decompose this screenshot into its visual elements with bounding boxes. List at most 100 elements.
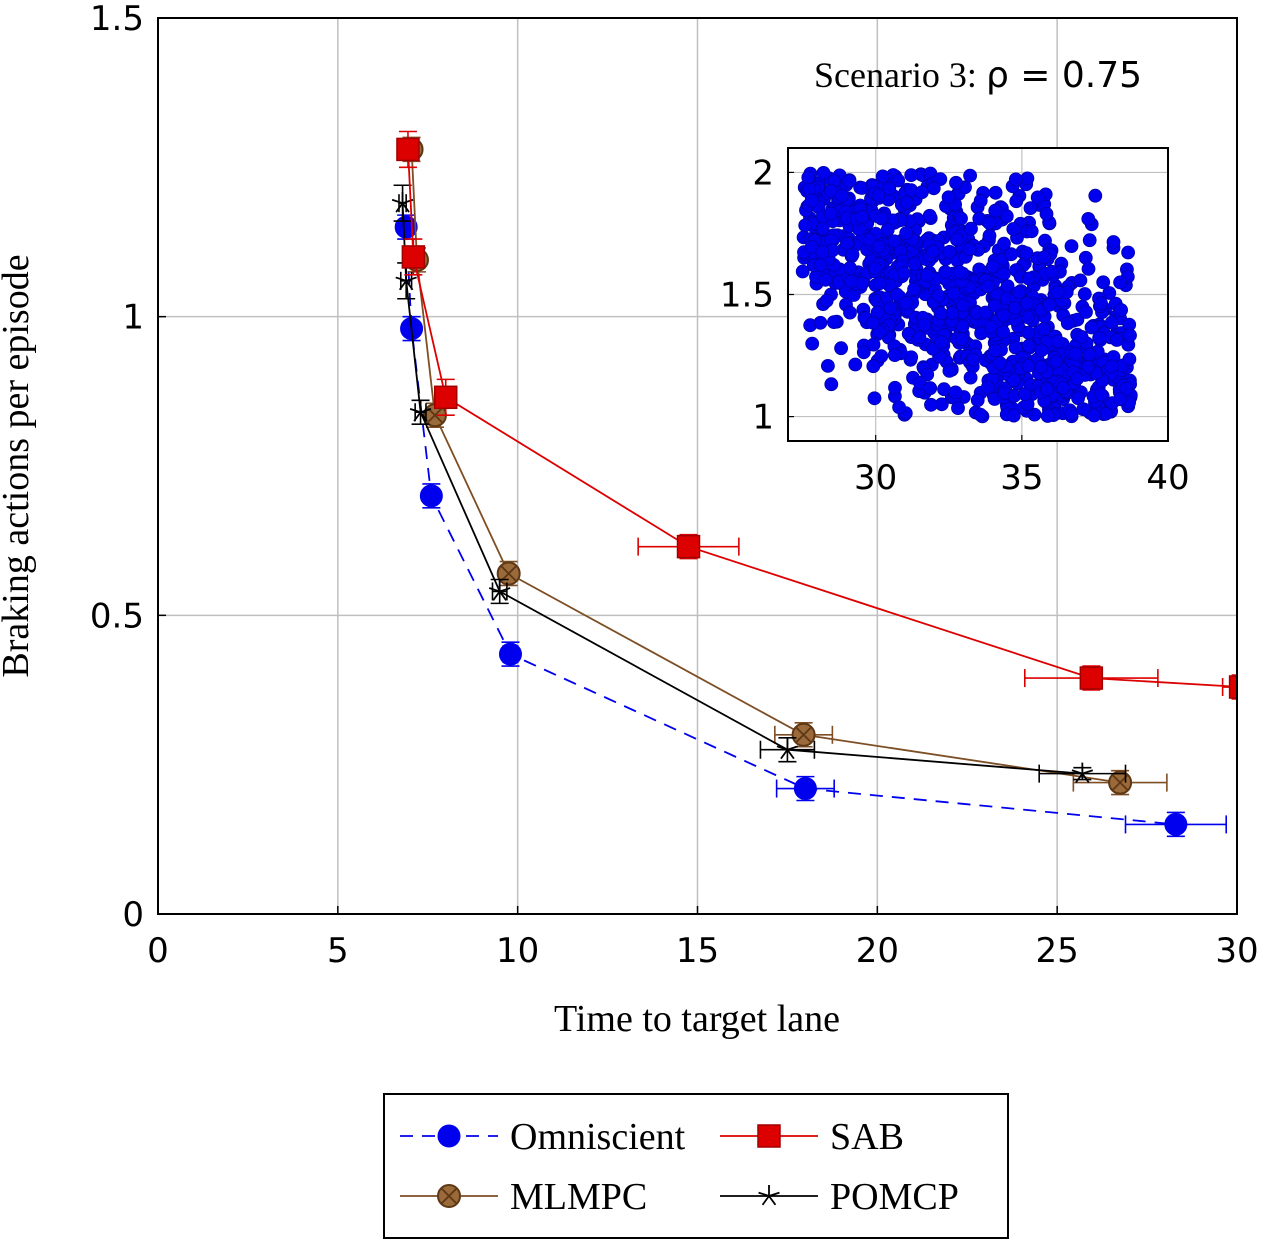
inset-scatter-point xyxy=(882,181,897,196)
inset-scatter-point xyxy=(1081,261,1096,276)
inset-scatter-point xyxy=(937,382,951,397)
series-line xyxy=(405,227,1176,826)
inset-scatter-point xyxy=(948,385,963,400)
inset-scatter-point xyxy=(1122,352,1137,367)
inset-scatter-point xyxy=(1030,190,1045,205)
inset-y-tick-label: 2 xyxy=(752,153,774,193)
inset-scatter-point xyxy=(955,298,970,313)
series-pomcp xyxy=(391,184,1127,784)
inset-scatter-point xyxy=(1040,382,1054,397)
inset-scatter-point xyxy=(997,266,1011,281)
star-marker xyxy=(488,580,511,601)
inset-scatter-point xyxy=(1039,206,1054,221)
inset-scatter-point xyxy=(805,336,820,351)
inset-scatter-point xyxy=(951,401,965,416)
inset-scatter-point xyxy=(988,203,1003,218)
inset-scatter-point xyxy=(996,324,1010,339)
inset-scatter-point xyxy=(804,193,819,208)
circle-marker xyxy=(394,215,418,239)
inset-scatter-point xyxy=(1020,296,1034,311)
inset-scatter-point xyxy=(987,298,1002,313)
inset-scatter-point xyxy=(941,190,956,205)
inset-scatter-point xyxy=(843,305,857,320)
inset-scatter-point xyxy=(1037,250,1051,265)
inset-scatter-point xyxy=(1082,233,1097,248)
inset-ticks: 30 35 40 1 1.5 2 xyxy=(720,153,1190,498)
inset-scatter-point xyxy=(1064,239,1079,254)
otimes-marker-cross xyxy=(500,565,518,582)
inset-scatter-point xyxy=(1011,285,1026,300)
circle-marker xyxy=(437,1124,461,1148)
inset-scatter-point xyxy=(1006,408,1021,423)
inset-scatter-point xyxy=(973,193,988,208)
inset-scatter-point xyxy=(815,245,830,259)
inset-scatter-point xyxy=(955,332,969,347)
inset-scatter-point xyxy=(840,236,854,251)
inset-scatter-point xyxy=(816,165,831,180)
inset-scatter-point xyxy=(1094,296,1108,311)
main-series xyxy=(391,130,1237,838)
inset-scatter-point xyxy=(1081,211,1096,226)
square-marker xyxy=(401,245,426,269)
otimes-marker-cross xyxy=(426,406,444,424)
main-ticks: 0 5 10 15 20 25 30 0 0.5 1 1.5 xyxy=(90,0,1259,971)
inset-scatter-point xyxy=(1024,224,1039,239)
inset-scatter-point xyxy=(912,330,927,345)
inset-scatter-point xyxy=(815,221,830,236)
inset-scatter-point xyxy=(986,259,1000,274)
inset-scatter-point xyxy=(843,261,857,275)
inset-scatter-point xyxy=(1033,359,1048,374)
inset-scatter-point xyxy=(950,232,964,247)
inset-scatter-point xyxy=(801,170,816,185)
inset-scatter-point xyxy=(795,264,810,279)
legend-entry-pomcp: POMCP xyxy=(720,1176,959,1218)
inset-scatter-point xyxy=(1022,339,1036,353)
inset-x-tick-label: 30 xyxy=(854,458,897,498)
inset-scatter-point xyxy=(818,272,833,287)
x-tick-label: 10 xyxy=(496,931,539,971)
inset-scatter-point xyxy=(1088,188,1103,203)
inset-scatter-point xyxy=(938,265,953,279)
inset-scatter-point xyxy=(907,256,922,271)
inset-scatter-point xyxy=(888,380,902,395)
inset-scatter-point xyxy=(844,274,859,289)
inset-scatter-point xyxy=(1113,392,1127,407)
inset-scatter-point xyxy=(1087,408,1101,423)
circle-marker xyxy=(793,777,817,801)
inset-scatter-point xyxy=(866,337,881,352)
scenario-annotation: Scenario 3: ρ = 0.75 xyxy=(814,55,1142,96)
inset-scatter-point xyxy=(915,185,929,200)
inset-scatter-point xyxy=(1082,347,1097,362)
inset-scatter-point xyxy=(917,318,932,332)
legend-entry-sab: SAB xyxy=(720,1116,904,1158)
otimes-marker-cross xyxy=(795,726,812,744)
inset-scatter-point xyxy=(920,268,934,283)
inset-scatter-point xyxy=(865,315,880,330)
inset-scatter-point xyxy=(1008,172,1023,187)
circle-marker xyxy=(1164,812,1188,836)
inset-scatter-point xyxy=(823,206,838,221)
inset-scatter-point xyxy=(856,345,871,360)
inset-scatter-point xyxy=(926,244,940,259)
legend-label: SAB xyxy=(830,1116,904,1158)
inset-scatter-point xyxy=(907,282,921,297)
inset-scatter-point xyxy=(963,168,977,183)
x-tick-label: 25 xyxy=(1036,931,1079,971)
inset-scatter-point xyxy=(824,377,839,392)
y-tick-label: 0 xyxy=(122,895,144,935)
inset-scatter-point xyxy=(1092,331,1106,345)
inset-scatter-point xyxy=(1049,354,1063,369)
inset-scatter-point xyxy=(854,209,869,224)
inset-scatter-point xyxy=(899,195,914,210)
inset-scatter-point xyxy=(835,188,849,203)
inset-scatter-point xyxy=(890,287,904,302)
inset-scatter-point xyxy=(813,315,828,330)
inset-scatter-point xyxy=(982,228,997,243)
inset-scatter-point xyxy=(984,320,998,334)
inset-scatter-point xyxy=(1114,303,1128,317)
inset-scatter-point xyxy=(1007,301,1022,316)
inset-scatter-point xyxy=(874,211,889,226)
inset-scatter-point xyxy=(962,242,977,257)
inset-scatter-point xyxy=(973,407,988,422)
